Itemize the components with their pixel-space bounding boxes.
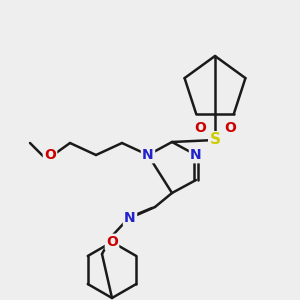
Text: N: N xyxy=(124,211,136,225)
Text: O: O xyxy=(44,148,56,162)
Text: N: N xyxy=(142,148,154,162)
Text: O: O xyxy=(194,121,206,135)
Text: N: N xyxy=(190,148,202,162)
Text: S: S xyxy=(209,133,220,148)
Text: O: O xyxy=(224,121,236,135)
Text: O: O xyxy=(106,235,118,249)
